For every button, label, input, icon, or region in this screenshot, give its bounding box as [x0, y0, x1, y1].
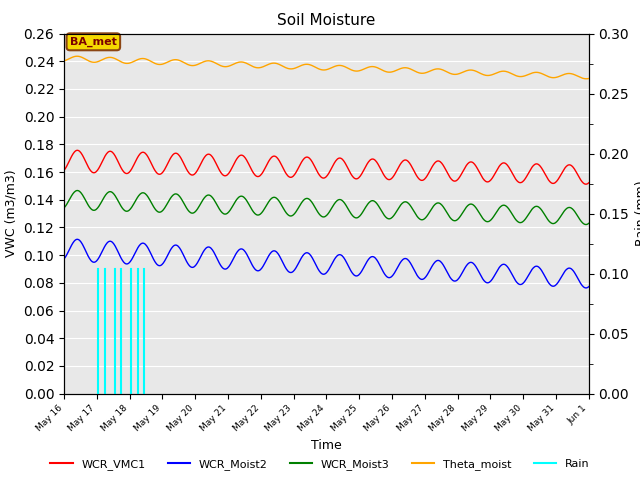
Y-axis label: VWC (m3/m3): VWC (m3/m3) [5, 170, 18, 257]
Title: Soil Moisture: Soil Moisture [277, 13, 376, 28]
Text: BA_met: BA_met [70, 36, 116, 47]
X-axis label: Time: Time [311, 439, 342, 452]
Legend: WCR_VMC1, WCR_Moist2, WCR_Moist3, Theta_moist, Rain: WCR_VMC1, WCR_Moist2, WCR_Moist3, Theta_… [46, 455, 594, 474]
Y-axis label: Rain (mm): Rain (mm) [635, 181, 640, 246]
